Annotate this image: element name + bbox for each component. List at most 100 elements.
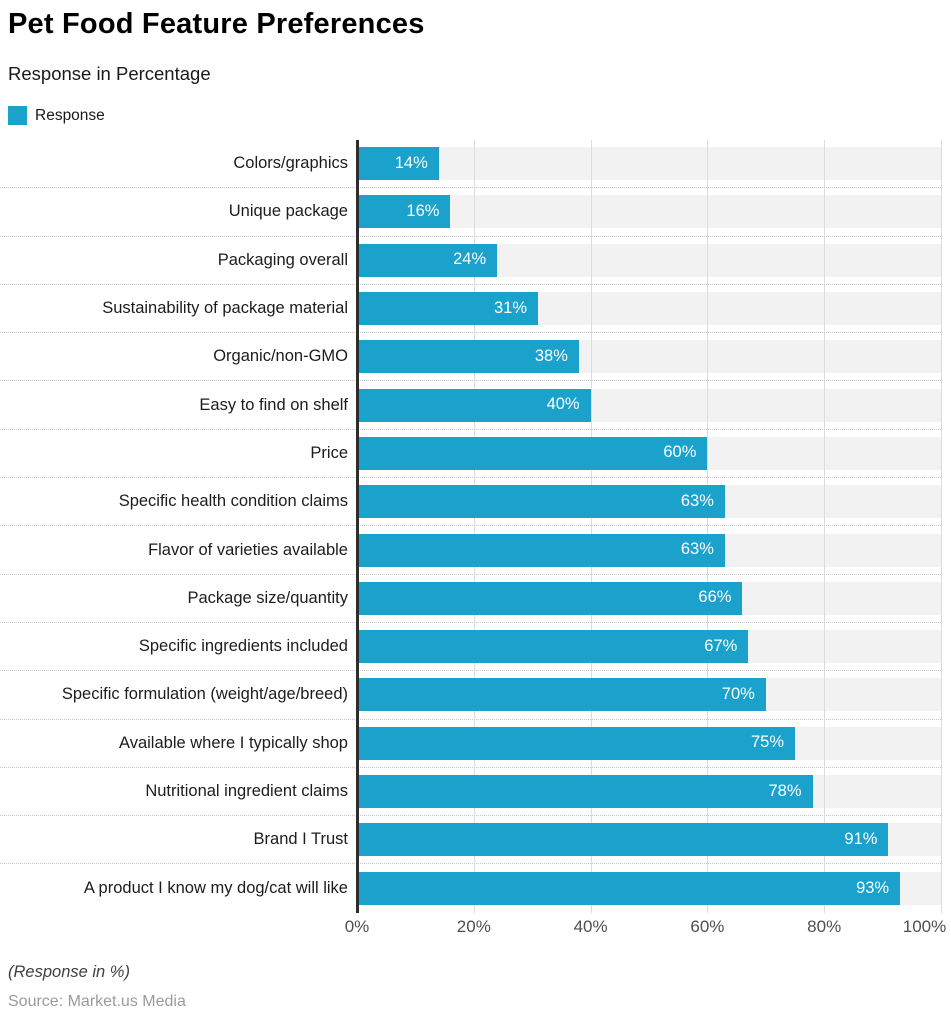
- value-label: 40%: [546, 395, 580, 414]
- x-axis: 0% 20% 40% 60% 80% 100%: [0, 917, 951, 941]
- legend-label: Response: [35, 106, 105, 124]
- table-row: Available where I typically shop 75%: [0, 720, 941, 768]
- table-row: Sustainability of package material 31%: [0, 285, 941, 334]
- bar[interactable]: 93%: [357, 872, 901, 906]
- value-label: 78%: [768, 781, 802, 800]
- category-label: Packaging overall: [217, 250, 348, 269]
- table-row: Colors/graphics 14%: [0, 140, 941, 189]
- bar[interactable]: 40%: [357, 388, 591, 422]
- x-tick-label: 100%: [902, 917, 947, 936]
- value-label: 14%: [394, 153, 428, 172]
- table-row: Brand I Trust 91%: [0, 816, 941, 865]
- bar[interactable]: 63%: [357, 533, 725, 567]
- table-row: A product I know my dog/cat will like 93…: [0, 864, 941, 912]
- table-row: Specific health condition claims 63%: [0, 478, 941, 527]
- table-row: Package size/quantity 66%: [0, 575, 941, 623]
- bar[interactable]: 75%: [357, 726, 795, 760]
- bar-track: [357, 147, 941, 181]
- plot-cell: 60%: [357, 436, 941, 470]
- plot-cell: 78%: [357, 775, 941, 808]
- plot-cell: 16%: [357, 195, 941, 229]
- value-label: 67%: [704, 636, 738, 655]
- table-row: Unique package 16%: [0, 188, 941, 237]
- bar[interactable]: 63%: [357, 485, 725, 519]
- table-row: Organic/non-GMO 38%: [0, 333, 941, 382]
- table-row: Packaging overall 24%: [0, 237, 941, 285]
- plot-cell: 14%: [357, 147, 941, 181]
- bar[interactable]: 38%: [357, 340, 579, 374]
- value-label: 63%: [680, 540, 714, 559]
- value-label: 93%: [856, 878, 890, 897]
- x-tick-label: 60%: [690, 917, 725, 936]
- footer-source: Source: Market.us Media: [8, 993, 186, 1010]
- plot-cell: 66%: [357, 581, 941, 615]
- gridline: [941, 140, 942, 913]
- bar[interactable]: 66%: [357, 581, 743, 615]
- category-label: Flavor of varieties available: [148, 540, 348, 559]
- bar[interactable]: 16%: [357, 195, 451, 229]
- chart-title: Pet Food Feature Preferences: [8, 8, 425, 40]
- plot-cell: 70%: [357, 678, 941, 712]
- table-row: Flavor of varieties available 63%: [0, 526, 941, 575]
- chart-subtitle: Response in Percentage: [8, 63, 211, 84]
- category-label: Nutritional ingredient claims: [145, 782, 348, 800]
- bar-chart: Colors/graphics 14% Unique package 16% P…: [0, 140, 942, 913]
- value-label: 63%: [680, 491, 714, 510]
- table-row: Easy to find on shelf 40%: [0, 381, 941, 430]
- value-label: 38%: [534, 346, 568, 365]
- category-label: Colors/graphics: [233, 154, 348, 173]
- plot-cell: 93%: [357, 872, 941, 906]
- bar[interactable]: 70%: [357, 678, 766, 712]
- category-label: A product I know my dog/cat will like: [83, 879, 348, 898]
- category-label: Price: [310, 443, 348, 462]
- value-label: 66%: [698, 588, 732, 607]
- category-label: Unique package: [228, 202, 348, 221]
- value-label: 75%: [750, 733, 784, 752]
- x-tick-label: 20%: [456, 917, 491, 936]
- plot-cell: 63%: [357, 533, 941, 567]
- bar[interactable]: 14%: [357, 147, 439, 181]
- bar[interactable]: 67%: [357, 630, 749, 664]
- bar-track: [357, 195, 941, 229]
- category-label: Specific ingredients included: [138, 637, 348, 656]
- table-row: Nutritional ingredient claims 78%: [0, 768, 941, 817]
- value-label: 70%: [721, 685, 755, 704]
- plot-cell: 63%: [357, 485, 941, 519]
- table-row: Specific ingredients included 67%: [0, 623, 941, 672]
- legend-swatch-icon: [8, 106, 27, 125]
- bar[interactable]: 78%: [357, 775, 813, 808]
- plot-cell: 38%: [357, 340, 941, 374]
- plot-cell: 40%: [357, 388, 941, 422]
- plot-cell: 67%: [357, 630, 941, 664]
- bar[interactable]: 91%: [357, 823, 889, 857]
- plot-cell: 91%: [357, 823, 941, 857]
- value-label: 16%: [406, 202, 440, 221]
- value-label: 24%: [453, 250, 487, 269]
- footer-note: (Response in %): [8, 963, 130, 981]
- bar[interactable]: 24%: [357, 243, 498, 277]
- category-label: Package size/quantity: [187, 588, 348, 607]
- category-label: Sustainability of package material: [102, 299, 348, 318]
- x-tick-label: 40%: [573, 917, 608, 936]
- plot-cell: 75%: [357, 726, 941, 760]
- x-tick-label: 80%: [807, 917, 842, 936]
- category-label: Specific health condition claims: [118, 492, 348, 511]
- plot-cell: 24%: [357, 243, 941, 277]
- chart-rows: Colors/graphics 14% Unique package 16% P…: [0, 140, 941, 913]
- plot-cell: 31%: [357, 292, 941, 326]
- legend-item-response[interactable]: Response: [8, 106, 105, 125]
- value-label: 31%: [494, 298, 528, 317]
- table-row: Price 60%: [0, 430, 941, 479]
- table-row: Specific formulation (weight/age/breed) …: [0, 671, 941, 720]
- value-label: 91%: [844, 829, 878, 848]
- x-tick-label: 0%: [344, 917, 370, 936]
- category-label: Available where I typically shop: [119, 733, 348, 752]
- bar[interactable]: 31%: [357, 292, 539, 326]
- bar[interactable]: 60%: [357, 436, 708, 470]
- category-label: Organic/non-GMO: [213, 347, 348, 366]
- category-label: Specific formulation (weight/age/breed): [61, 685, 348, 704]
- category-label: Brand I Trust: [253, 830, 348, 849]
- value-label: 60%: [663, 443, 697, 462]
- category-label: Easy to find on shelf: [199, 395, 348, 414]
